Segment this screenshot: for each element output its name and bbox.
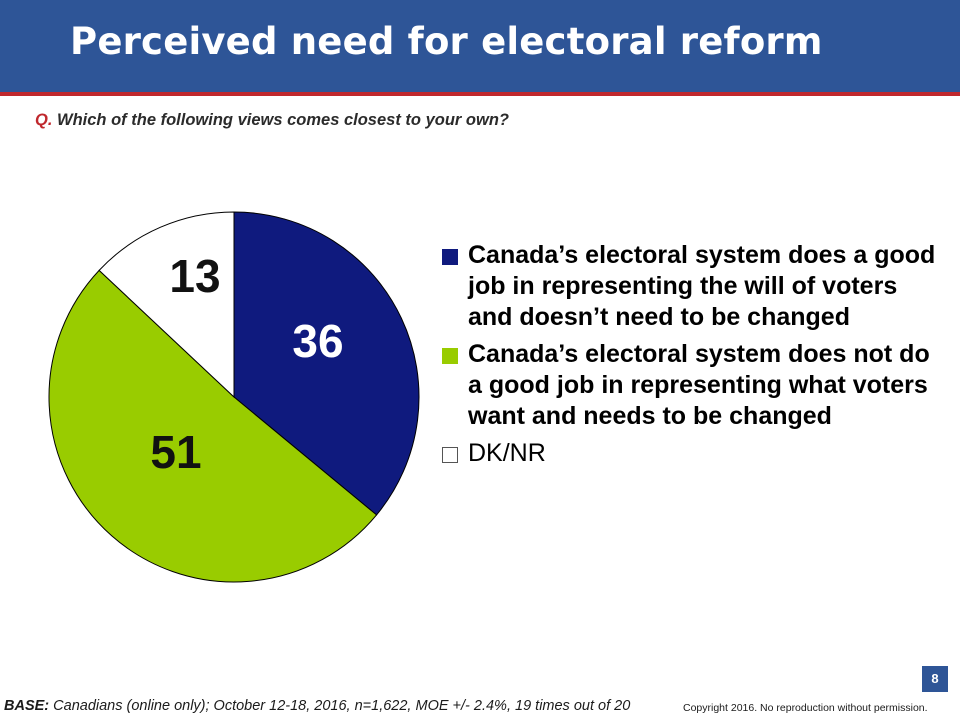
pie-data-label: 13 [169, 250, 220, 302]
copyright-note: Copyright 2016. No reproduction without … [683, 702, 928, 714]
page-title: Perceived need for electoral reform [70, 20, 823, 63]
question-body: Which of the following views comes close… [57, 111, 509, 129]
base-note: BASE: Canadians (online only); October 1… [4, 698, 630, 714]
legend-item: Canada’s electoral system does not do a … [440, 339, 940, 432]
title-underline [0, 92, 960, 96]
legend-swatch [442, 447, 458, 463]
base-text: Canadians (online only); October 12-18, … [53, 698, 631, 714]
chart-legend: Canada’s electoral system does a good jo… [440, 240, 940, 475]
legend-item: Canada’s electoral system does a good jo… [440, 240, 940, 333]
base-label: BASE: [4, 698, 50, 714]
pie-slice [98, 211, 235, 399]
legend-label: DK/NR [468, 439, 546, 467]
question-text: Q. Which of the following views comes cl… [35, 111, 509, 130]
legend-label: Canada’s electoral system does not do a … [468, 340, 930, 430]
pie-slice [48, 269, 378, 583]
pie-data-label: 36 [292, 315, 343, 367]
page-number: 8 [922, 666, 948, 692]
title-bar: Perceived need for electoral reform [0, 0, 960, 92]
legend-swatch [442, 249, 458, 265]
legend-item: DK/NR [440, 438, 940, 469]
legend-label: Canada’s electoral system does a good jo… [468, 241, 936, 331]
legend-swatch [442, 348, 458, 364]
pie-slice [233, 211, 420, 516]
pie-chart: 36 51 13 [48, 211, 420, 583]
pie-data-label: 51 [150, 426, 201, 478]
question-prefix: Q. [35, 111, 53, 129]
